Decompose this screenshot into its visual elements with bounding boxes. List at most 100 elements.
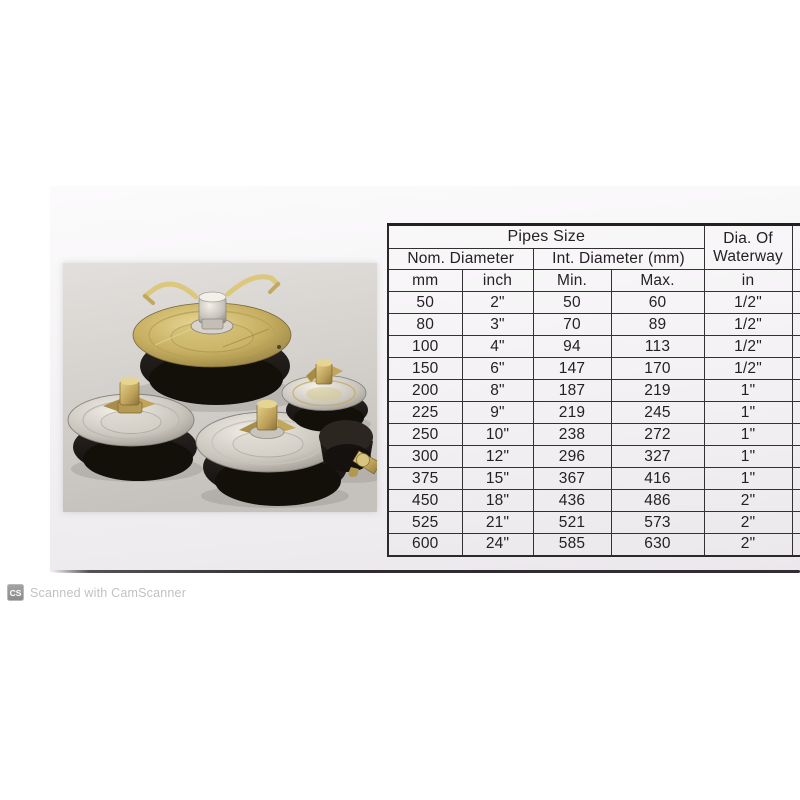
table-cell: 113 [610, 335, 705, 358]
table-cell: 187 [532, 379, 612, 402]
table-cell: 272 [610, 423, 705, 446]
table-cell: 367 [532, 467, 612, 490]
table-cell-cutoff [791, 335, 800, 358]
table-cell: 525 [387, 511, 463, 534]
table-cell: 1" [703, 423, 793, 446]
table-cell: 6" [461, 357, 534, 380]
table-row: 375 15" 367 416 1" [387, 467, 800, 490]
table-cell: 416 [610, 467, 705, 490]
table-row: 80 3" 70 89 1/2" [387, 313, 800, 336]
table-cell: 4" [461, 335, 534, 358]
camscanner-logo-icon: CS [7, 584, 24, 601]
table-cell-cutoff [791, 511, 800, 534]
table-row: 150 6" 147 170 1/2" [387, 357, 800, 380]
table-cell: 2" [703, 533, 793, 556]
header-max: Max. [610, 269, 705, 292]
table-cell: 10" [461, 423, 534, 446]
table-cell: 245 [610, 401, 705, 424]
table-cell-cutoff [791, 401, 800, 424]
table-cell: 170 [610, 357, 705, 380]
header-cutoff-cell [791, 269, 800, 292]
plug-left-steel [67, 377, 197, 481]
table-cell-cutoff [791, 313, 800, 336]
header-waterway-line1: Dia. Of [723, 230, 773, 248]
table-row: 100 4" 94 113 1/2" [387, 335, 800, 358]
table-cell: 1/2" [703, 357, 793, 380]
table-cell-cutoff [791, 445, 800, 468]
table-cell: 12" [461, 445, 534, 468]
table-cell: 300 [387, 445, 463, 468]
table-cell: 219 [610, 379, 705, 402]
plug-large-gold [132, 274, 292, 405]
table-cell: 600 [387, 533, 463, 556]
table-cell: 1/2" [703, 335, 793, 358]
table-cell: 436 [532, 489, 612, 512]
table-cell: 450 [387, 489, 463, 512]
table-row-units: mm inch Min. Max. in [387, 269, 800, 292]
table-cell-cutoff [791, 533, 800, 556]
table-cell: 1/2" [703, 313, 793, 336]
table-row: 525 21" 521 573 2" [387, 511, 800, 534]
table-cell: 50 [387, 291, 463, 314]
table-cell: 1" [703, 445, 793, 468]
table-cell-cutoff [791, 489, 800, 512]
header-internal-diameter: Int. Diameter (mm) [532, 248, 705, 270]
table-cell: 585 [532, 533, 612, 556]
table-row-subgroups: Nom. Diameter Int. Diameter (mm) [387, 248, 800, 270]
table-cell: 225 [387, 401, 463, 424]
table-cell: 2" [703, 511, 793, 534]
table-cell: 296 [532, 445, 612, 468]
table-cell: 573 [610, 511, 705, 534]
table-cell: 2" [461, 291, 534, 314]
header-nominal-diameter: Nom. Diameter [387, 248, 534, 270]
header-mm: mm [387, 269, 463, 292]
table-cell: 219 [532, 401, 612, 424]
table-cell: 375 [387, 467, 463, 490]
table-cell: 2" [703, 489, 793, 512]
sheet-bottom-edge [52, 570, 800, 573]
table-row: 450 18" 436 486 2" [387, 489, 800, 512]
table-cell: 94 [532, 335, 612, 358]
table-cell: 89 [610, 313, 705, 336]
product-photo [63, 263, 377, 512]
table-cell: 60 [610, 291, 705, 314]
plug-small-right [281, 359, 368, 432]
plug-rubber-cylinder [319, 420, 377, 477]
table-cell: 238 [532, 423, 612, 446]
table-row: 200 8" 187 219 1" [387, 379, 800, 402]
header-cutoff-column [791, 223, 800, 270]
table-cell: 80 [387, 313, 463, 336]
table-cell: 147 [532, 357, 612, 380]
header-in: in [703, 269, 793, 292]
table-cell: 250 [387, 423, 463, 446]
camscanner-watermark: CS Scanned with CamScanner [7, 584, 186, 601]
table-cell: 50 [532, 291, 612, 314]
table-cell-cutoff [791, 423, 800, 446]
table-row: 300 12" 296 327 1" [387, 445, 800, 468]
table-cell: 630 [610, 533, 705, 556]
table-row-groups: Pipes Size Dia. Of Waterway [387, 223, 800, 270]
header-min: Min. [532, 269, 612, 292]
header-waterway-line2: Waterway [713, 247, 783, 265]
table-cell: 100 [387, 335, 463, 358]
watermark-label: Scanned with CamScanner [30, 585, 187, 600]
table-cell-cutoff [791, 291, 800, 314]
table-row: 50 2" 50 60 1/2" [387, 291, 800, 314]
table-cell: 150 [387, 357, 463, 380]
pipe-size-table: Pipes Size Dia. Of Waterway Nom. Diamete… [387, 223, 800, 557]
table-cell: 200 [387, 379, 463, 402]
header-pipes-size: Pipes Size [387, 223, 705, 249]
header-waterway: Dia. Of Waterway [703, 223, 793, 270]
table-cell-cutoff [791, 379, 800, 402]
table-cell-cutoff [791, 357, 800, 380]
table-body: 50 2" 50 60 1/2" 80 3" 70 89 1/2" 100 4" 94 113 1/2" 15… [387, 291, 800, 556]
table-cell: 1" [703, 401, 793, 424]
pipe-plugs-illustration [63, 263, 377, 512]
table-row: 250 10" 238 272 1" [387, 423, 800, 446]
table-cell: 327 [610, 445, 705, 468]
table-cell: 9" [461, 401, 534, 424]
table-cell-cutoff [791, 467, 800, 490]
table-cell: 21" [461, 511, 534, 534]
table-cell: 18" [461, 489, 534, 512]
